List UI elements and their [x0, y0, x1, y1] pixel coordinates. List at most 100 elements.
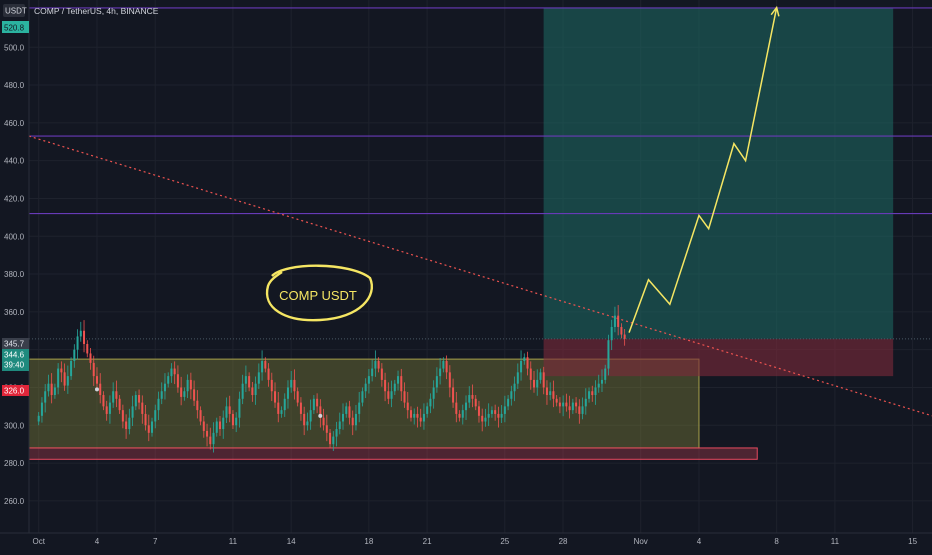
price-tick-label: 360.0 — [4, 308, 25, 317]
price-axis[interactable]: 260.0280.0300.0320.0340.0360.0380.0400.0… — [0, 0, 30, 550]
candle-body — [254, 383, 257, 396]
candle-body — [86, 343, 89, 354]
event-marker — [94, 387, 99, 392]
candle-body — [597, 383, 600, 388]
candle-body — [112, 391, 115, 403]
time-tick-label: 4 — [95, 537, 100, 546]
candle-body — [215, 421, 218, 433]
candle-body — [575, 402, 578, 407]
candle-body — [487, 413, 490, 418]
candle-body — [374, 361, 377, 369]
candle-body — [484, 417, 487, 422]
candle-body — [406, 402, 409, 411]
candle-body — [270, 379, 273, 392]
candle-body — [319, 406, 322, 418]
candle-body — [209, 436, 212, 445]
candle-body — [397, 376, 400, 384]
comp-usdt-annotation[interactable]: COMP USDT — [265, 264, 373, 322]
candle-body — [477, 406, 480, 416]
candle-body — [413, 413, 416, 418]
candle-body — [280, 410, 283, 414]
time-tick-label: 4 — [697, 537, 702, 546]
candle-body — [409, 410, 412, 418]
candle-body — [445, 361, 448, 373]
event-markers — [94, 387, 323, 418]
candle-body — [452, 387, 455, 403]
candle-body — [286, 387, 289, 399]
candle-body — [513, 383, 516, 392]
stop-price-tag — [2, 385, 29, 396]
candle-body — [351, 417, 354, 426]
time-axis-background — [0, 533, 932, 550]
time-tick-label: 28 — [559, 537, 568, 546]
candle-body — [581, 406, 584, 414]
candle-body — [66, 376, 69, 386]
candle-body — [532, 379, 536, 388]
candle-body — [523, 357, 526, 362]
candle-body — [316, 398, 319, 407]
candle-body — [432, 387, 435, 399]
projection-arrowhead — [770, 5, 780, 17]
candle-body — [393, 383, 396, 392]
candle-body — [435, 376, 438, 388]
time-axis[interactable]: Oct 4 7 11 14 18 21 25 28 Nov 4 8 11 15 — [0, 532, 932, 550]
candle-body — [526, 357, 529, 369]
candle-body — [555, 398, 558, 403]
symbol-title[interactable]: COMP / TetherUS, 4h, BINANCE — [34, 6, 159, 16]
time-tick-label: 11 — [229, 537, 238, 546]
candle-body — [99, 383, 102, 396]
candle-body — [584, 398, 587, 407]
candle-body — [228, 406, 231, 414]
candle-body — [141, 402, 144, 414]
candle-body — [422, 413, 425, 422]
candle-body — [419, 417, 422, 422]
candle-body — [578, 406, 581, 414]
candle-body — [490, 410, 493, 414]
level-lines — [29, 7, 932, 340]
candle-body — [503, 406, 506, 414]
currency-badge-text: USDT — [5, 7, 27, 16]
candle-body — [125, 421, 128, 430]
candle-body — [264, 361, 267, 369]
profit-zone — [543, 7, 894, 339]
time-tick-label: 8 — [774, 537, 779, 546]
candle-body — [620, 326, 623, 335]
candle-body — [448, 372, 451, 388]
candle-body — [151, 421, 154, 433]
price-tags: 520.8 345.7 344.6 39:40 326.0 — [2, 21, 29, 396]
candle-body — [89, 353, 92, 363]
candle-body — [600, 379, 603, 384]
candle-body — [303, 413, 306, 426]
candle-body — [218, 421, 221, 430]
candle-body — [565, 402, 568, 407]
candle-body — [520, 361, 523, 373]
candle-body — [439, 368, 442, 377]
candle-body — [83, 330, 86, 344]
candle-body — [170, 368, 173, 377]
candle-body — [338, 421, 341, 430]
candle-body — [134, 395, 137, 407]
candle-body — [180, 387, 183, 397]
chart-header: USDT COMP / TetherUS, 4h, BINANCE — [3, 4, 159, 17]
candle-body — [529, 368, 532, 380]
price-tick-label: 420.0 — [4, 194, 25, 203]
zones — [28, 7, 894, 460]
candle-body — [76, 336, 79, 350]
candle-body — [613, 315, 616, 327]
candle-body — [306, 421, 309, 426]
candle-body — [549, 391, 552, 396]
candle-body — [507, 398, 510, 407]
candle-body — [542, 372, 545, 388]
candle-body — [429, 398, 432, 407]
candle-body — [536, 379, 539, 388]
candle-body — [121, 410, 124, 422]
candle-body — [325, 425, 328, 433]
candle-body — [539, 372, 542, 380]
candle-body — [199, 410, 202, 422]
candle-body — [95, 376, 98, 384]
price-tick-label: 440.0 — [4, 157, 25, 166]
time-tick-label: 14 — [287, 537, 296, 546]
candle-body — [416, 413, 419, 418]
candle-body — [458, 413, 461, 418]
